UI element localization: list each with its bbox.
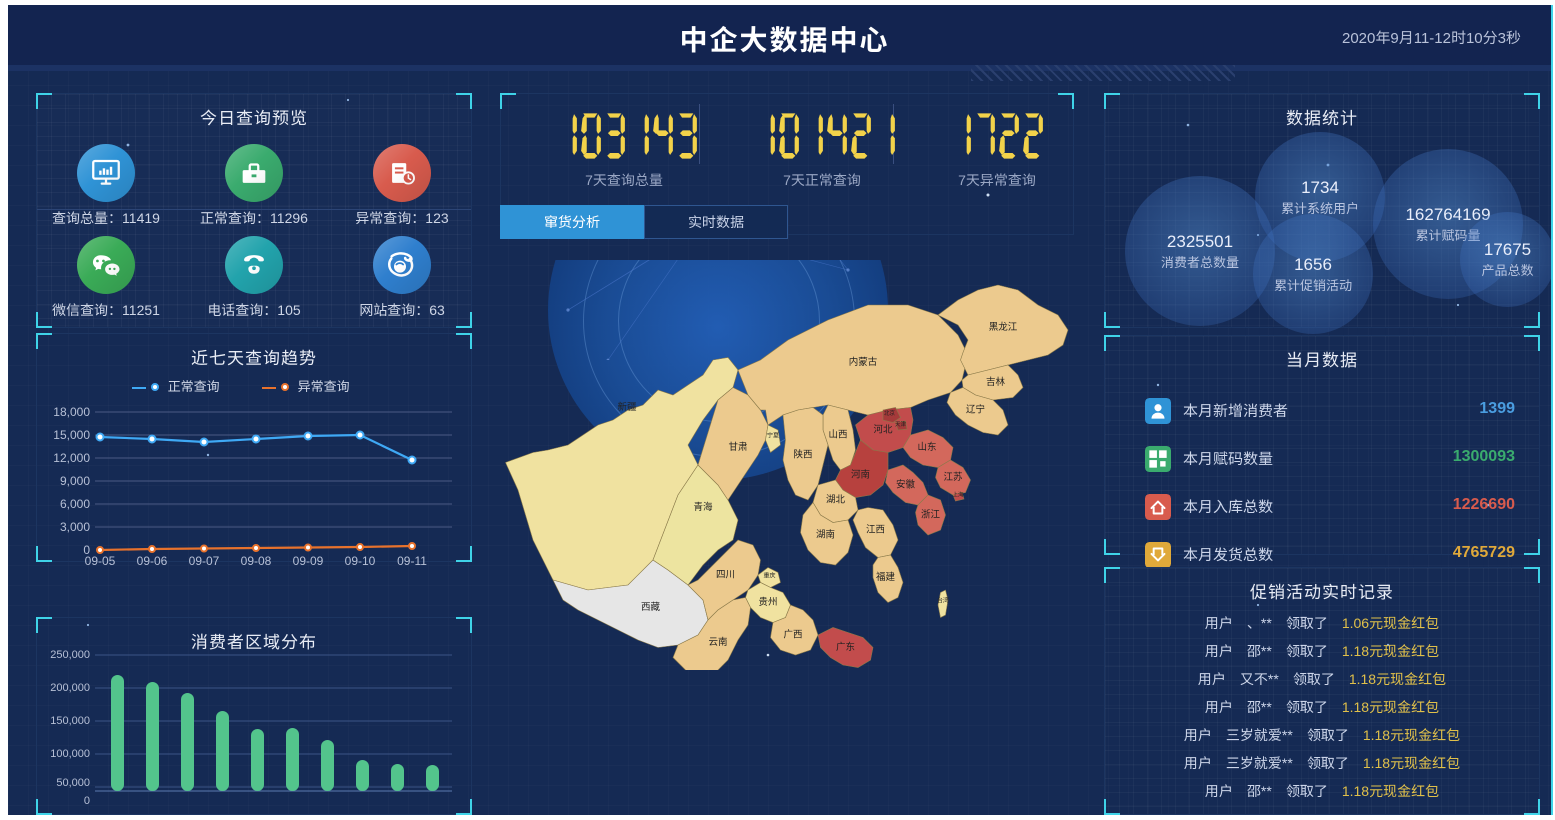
svg-text:重庆: 重庆 <box>763 572 775 580</box>
svg-text:辽宁: 辽宁 <box>966 404 985 416</box>
svg-text:15,000: 15,000 <box>53 428 90 442</box>
svg-text:6,000: 6,000 <box>60 497 90 511</box>
svg-text:150,000: 150,000 <box>50 715 90 727</box>
svg-text:0: 0 <box>83 543 90 557</box>
svg-text:江西: 江西 <box>866 525 885 536</box>
svg-text:9,000: 9,000 <box>60 474 90 488</box>
svg-text:广东: 广东 <box>836 641 855 653</box>
svg-text:0: 0 <box>84 795 90 807</box>
svg-text:新疆: 新疆 <box>617 401 637 413</box>
svg-text:江苏: 江苏 <box>943 471 963 483</box>
svg-text:福建: 福建 <box>876 571 896 583</box>
svg-text:陕西: 陕西 <box>793 449 812 461</box>
svg-text:黑龙江: 黑龙江 <box>989 321 1018 333</box>
svg-text:内蒙古: 内蒙古 <box>849 356 878 368</box>
svg-text:山东: 山东 <box>917 441 936 453</box>
svg-text:湖南: 湖南 <box>816 529 835 541</box>
svg-text:浙江: 浙江 <box>921 509 941 521</box>
svg-text:湖北: 湖北 <box>826 495 846 506</box>
svg-text:200,000: 200,000 <box>50 682 90 694</box>
svg-text:河北: 河北 <box>873 424 893 436</box>
svg-text:山西: 山西 <box>828 430 847 441</box>
svg-text:安徽: 安徽 <box>896 479 916 491</box>
svg-text:四川: 四川 <box>716 570 735 581</box>
svg-text:09-11: 09-11 <box>397 554 427 567</box>
svg-text:18,000: 18,000 <box>53 405 90 419</box>
svg-text:贵州: 贵州 <box>758 596 777 608</box>
svg-text:09-07: 09-07 <box>189 554 220 567</box>
svg-text:台湾: 台湾 <box>937 597 949 605</box>
svg-text:甘肃: 甘肃 <box>728 441 747 453</box>
svg-text:09-08: 09-08 <box>241 554 272 567</box>
svg-text:12,000: 12,000 <box>53 451 90 465</box>
svg-text:河南: 河南 <box>851 469 870 481</box>
svg-text:西藏: 西藏 <box>641 601 661 613</box>
svg-text:09-06: 09-06 <box>137 554 168 567</box>
svg-text:上海: 上海 <box>952 491 964 499</box>
svg-text:宁夏: 宁夏 <box>767 432 779 440</box>
svg-text:250,000: 250,000 <box>50 649 90 661</box>
svg-text:09-09: 09-09 <box>293 554 324 567</box>
svg-text:云南: 云南 <box>708 636 727 648</box>
svg-text:3,000: 3,000 <box>60 520 90 534</box>
svg-text:50,000: 50,000 <box>56 777 90 789</box>
svg-text:吉林: 吉林 <box>986 376 1006 388</box>
svg-text:广西: 广西 <box>783 629 802 641</box>
svg-text:青海: 青海 <box>693 501 713 513</box>
svg-text:北京: 北京 <box>884 409 896 417</box>
svg-text:09-10: 09-10 <box>345 554 376 567</box>
svg-text:100,000: 100,000 <box>50 748 90 760</box>
svg-text:天津: 天津 <box>895 421 907 428</box>
